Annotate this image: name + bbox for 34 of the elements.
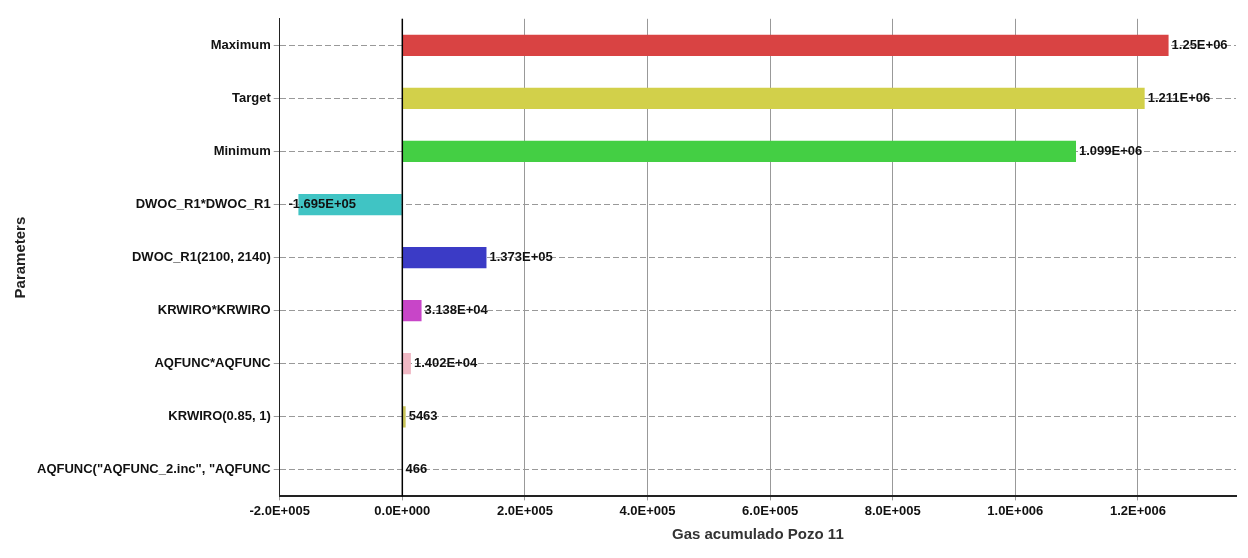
- y-tick-label: Minimum: [213, 143, 271, 159]
- data-label: 1.211E+06: [1147, 89, 1211, 105]
- bar: [402, 406, 406, 428]
- data-label: 3.138E+04: [424, 302, 489, 318]
- bar: [402, 87, 1145, 110]
- bar: [402, 353, 411, 375]
- bar: [402, 300, 422, 322]
- y-tick-label: KRWIRO(0.85, 1): [168, 408, 271, 424]
- y-tick-label: Maximum: [210, 36, 271, 52]
- data-label: 1.402E+04: [413, 355, 478, 371]
- x-tick-label: 1.0E+006: [987, 502, 1044, 518]
- x-tick-label: -2.0E+005: [249, 502, 310, 518]
- bar: [402, 140, 1077, 163]
- x-tick-label: 4.0E+005: [619, 502, 676, 518]
- bar: [402, 246, 487, 269]
- data-label: 466: [405, 461, 428, 477]
- x-tick-label: 0.0E+000: [374, 502, 431, 518]
- x-axis-title: Gas acumulado Pozo 11: [671, 525, 844, 543]
- x-tick-label: 6.0E+005: [742, 502, 799, 518]
- data-label: 1.25E+06: [1171, 36, 1228, 52]
- x-tick-label: 8.0E+005: [864, 502, 921, 518]
- bar: [402, 34, 1169, 56]
- y-tick-label: DWOC_R1(2100, 2140): [131, 249, 271, 265]
- x-tick-label: 2.0E+005: [496, 502, 553, 518]
- y-axis-title: Parameters: [11, 216, 29, 299]
- x-tick-label: 1.2E+006: [1109, 502, 1166, 518]
- y-tick-label: AQFUNC*AQFUNC: [154, 355, 272, 371]
- data-label: 1.373E+05: [489, 249, 553, 265]
- data-label: 5463: [408, 408, 438, 424]
- y-tick-label: KRWIRO*KRWIRO: [157, 302, 271, 318]
- data-label: 1.099E+06: [1079, 143, 1143, 159]
- y-tick-label: DWOC_R1*DWOC_R1: [135, 196, 271, 212]
- y-tick-label: Target: [231, 89, 272, 105]
- y-tick-label: AQFUNC("AQFUNC_2.inc", "AQFUNC: [37, 461, 272, 477]
